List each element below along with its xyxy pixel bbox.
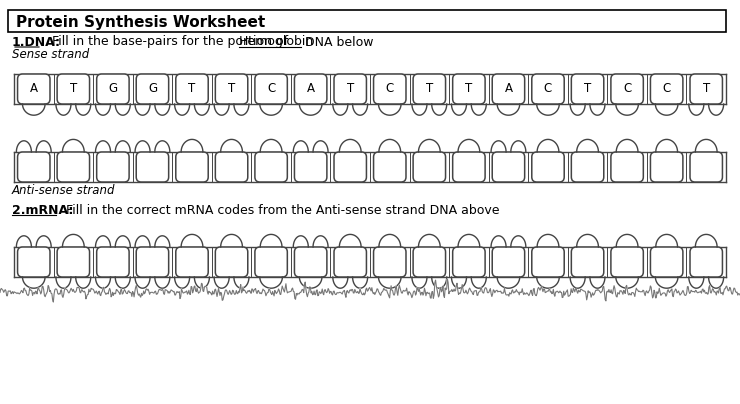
Text: G: G (148, 82, 157, 95)
FancyBboxPatch shape (57, 247, 90, 277)
FancyBboxPatch shape (374, 247, 406, 277)
FancyBboxPatch shape (136, 152, 169, 182)
FancyBboxPatch shape (413, 152, 445, 182)
FancyBboxPatch shape (611, 74, 643, 104)
FancyBboxPatch shape (18, 247, 50, 277)
FancyBboxPatch shape (690, 152, 722, 182)
FancyBboxPatch shape (571, 152, 604, 182)
Text: 2.mRNA:: 2.mRNA: (12, 204, 73, 217)
FancyBboxPatch shape (453, 247, 485, 277)
FancyBboxPatch shape (650, 247, 683, 277)
FancyBboxPatch shape (295, 152, 327, 182)
Text: T: T (189, 82, 195, 95)
Text: T: T (702, 82, 710, 95)
FancyBboxPatch shape (413, 247, 445, 277)
FancyBboxPatch shape (57, 74, 90, 104)
FancyBboxPatch shape (334, 152, 366, 182)
Text: T: T (584, 82, 591, 95)
FancyBboxPatch shape (413, 74, 445, 104)
FancyBboxPatch shape (255, 152, 287, 182)
FancyBboxPatch shape (334, 247, 366, 277)
FancyBboxPatch shape (532, 74, 564, 104)
Text: T: T (425, 82, 433, 95)
FancyBboxPatch shape (18, 152, 50, 182)
FancyBboxPatch shape (334, 74, 366, 104)
FancyBboxPatch shape (97, 152, 129, 182)
Text: Fill in the correct mRNA codes from the Anti-sense strand DNA above: Fill in the correct mRNA codes from the … (58, 204, 500, 217)
FancyBboxPatch shape (690, 247, 722, 277)
Text: Sense strand: Sense strand (12, 48, 90, 61)
FancyBboxPatch shape (532, 152, 564, 182)
FancyBboxPatch shape (215, 74, 248, 104)
FancyBboxPatch shape (136, 74, 169, 104)
Text: Anti-sense strand: Anti-sense strand (12, 183, 115, 196)
FancyBboxPatch shape (176, 74, 208, 104)
Text: DNA below: DNA below (301, 36, 374, 48)
FancyBboxPatch shape (492, 247, 525, 277)
Text: A: A (306, 82, 314, 95)
FancyBboxPatch shape (295, 74, 327, 104)
FancyBboxPatch shape (255, 74, 287, 104)
FancyBboxPatch shape (176, 247, 208, 277)
FancyBboxPatch shape (492, 74, 525, 104)
FancyBboxPatch shape (97, 74, 129, 104)
FancyBboxPatch shape (650, 74, 683, 104)
FancyBboxPatch shape (492, 152, 525, 182)
Text: C: C (386, 82, 394, 95)
FancyBboxPatch shape (532, 247, 564, 277)
FancyBboxPatch shape (255, 247, 287, 277)
Text: A: A (30, 82, 38, 95)
FancyBboxPatch shape (176, 152, 208, 182)
Text: A: A (505, 82, 512, 95)
FancyBboxPatch shape (18, 74, 50, 104)
FancyBboxPatch shape (295, 247, 327, 277)
Text: T: T (228, 82, 235, 95)
FancyBboxPatch shape (8, 10, 726, 32)
FancyBboxPatch shape (453, 74, 485, 104)
FancyBboxPatch shape (571, 74, 604, 104)
FancyBboxPatch shape (97, 247, 129, 277)
Text: T: T (465, 82, 473, 95)
FancyBboxPatch shape (136, 247, 169, 277)
FancyBboxPatch shape (650, 152, 683, 182)
FancyBboxPatch shape (374, 74, 406, 104)
Text: C: C (662, 82, 670, 95)
Text: C: C (544, 82, 552, 95)
FancyBboxPatch shape (571, 247, 604, 277)
FancyBboxPatch shape (453, 152, 485, 182)
Text: Fill in the base-pairs for the portion of: Fill in the base-pairs for the portion o… (44, 36, 292, 48)
Text: Hemoglobin: Hemoglobin (239, 36, 314, 48)
Text: T: T (346, 82, 354, 95)
FancyBboxPatch shape (215, 247, 248, 277)
FancyBboxPatch shape (611, 152, 643, 182)
FancyBboxPatch shape (215, 152, 248, 182)
FancyBboxPatch shape (690, 74, 722, 104)
FancyBboxPatch shape (374, 152, 406, 182)
Text: C: C (623, 82, 631, 95)
FancyBboxPatch shape (57, 152, 90, 182)
Text: Protein Synthesis Worksheet: Protein Synthesis Worksheet (16, 15, 265, 29)
Text: G: G (108, 82, 118, 95)
Text: T: T (70, 82, 77, 95)
Text: 1.DNA:: 1.DNA: (12, 36, 61, 48)
Text: C: C (267, 82, 275, 95)
FancyBboxPatch shape (611, 247, 643, 277)
